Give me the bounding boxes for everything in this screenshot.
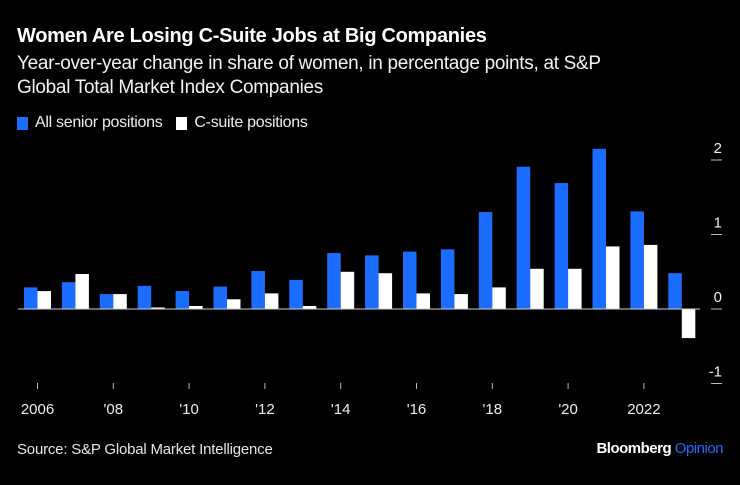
bar-c-suite-2016 [416,293,430,309]
bar-c-suite-2014 [340,271,355,310]
bar-c-suite-2018 [492,287,506,309]
bar-c-suite-2011 [227,299,241,309]
x-tick-label-2008: '08 [104,401,124,418]
x-tick-label-2020: '20 [558,401,578,418]
x-tick-label-2014: '14 [331,401,351,418]
y-tick-label--1: -1 [709,364,722,381]
brand-main: Bloomberg [596,440,672,457]
legend-swatch-all-senior [17,116,28,130]
bar-all-senior-2013 [289,279,303,309]
x-tick-label-2010: '10 [179,401,199,418]
legend-item-c-suite: C-suite positions [176,114,308,132]
bar-all-senior-2010 [175,291,190,309]
x-tick-label-2006: 2006 [21,401,54,418]
bar-all-senior-2014 [327,253,341,309]
bar-all-senior-2023 [668,273,682,309]
bar-c-suite-2021 [606,246,620,309]
legend-label-c-suite: C-suite positions [194,114,308,131]
bar-c-suite-2017 [454,294,468,309]
bar-all-senior-2006 [24,287,38,309]
x-tick-label-2016: '16 [407,401,427,418]
bar-c-suite-2009 [151,307,165,309]
bar-all-senior-2009 [137,285,152,309]
bar-c-suite-2008 [113,294,127,309]
y-tick-label-1: 1 [714,215,722,232]
bar-all-senior-2008 [99,294,114,309]
bar-c-suite-2015 [378,273,393,309]
bar-c-suite-2023 [681,309,696,339]
y-tick-label-2: 2 [714,140,722,157]
source-note: Source: S&P Global Market Intelligence [17,441,273,458]
brand-accent: Opinion [674,440,724,457]
bar-all-senior-2022 [630,211,644,309]
x-tick-label-2022: 2022 [627,401,660,418]
bar-all-senior-2016 [403,251,417,309]
legend-swatch-c-suite [176,116,188,130]
bar-c-suite-2013 [302,306,317,309]
bar-all-senior-2011 [213,286,227,309]
bar-c-suite-2022 [643,244,658,309]
bar-all-senior-2018 [478,212,493,309]
chart-subtitle: Year-over-year change in share of women,… [17,53,601,98]
y-tick-label-0: 0 [714,289,722,306]
bar-all-senior-2017 [440,249,455,309]
bar-c-suite-2010 [189,306,203,309]
x-tick-label-2012: '12 [255,401,275,418]
bar-c-suite-2006 [37,291,51,309]
legend: All senior positions C-suite positions [17,114,322,132]
bar-all-senior-2020 [554,183,569,309]
bar-all-senior-2021 [592,148,606,309]
x-tick-label-2018: '18 [483,401,503,418]
bar-c-suite-2007 [75,274,89,309]
bar-c-suite-2020 [568,268,582,309]
bar-all-senior-2012 [251,271,265,309]
bar-c-suite-2012 [264,293,279,309]
brand-logo: Bloomberg Opinion [596,440,723,457]
legend-item-all-senior: All senior positions [17,114,163,132]
bar-all-senior-2015 [365,255,379,309]
chart-title: Women Are Losing C-Suite Jobs at Big Com… [17,25,487,47]
legend-label-all-senior: All senior positions [35,114,163,131]
bar-all-senior-2019 [516,166,531,309]
bar-c-suite-2019 [530,268,544,309]
bar-all-senior-2007 [61,282,76,309]
